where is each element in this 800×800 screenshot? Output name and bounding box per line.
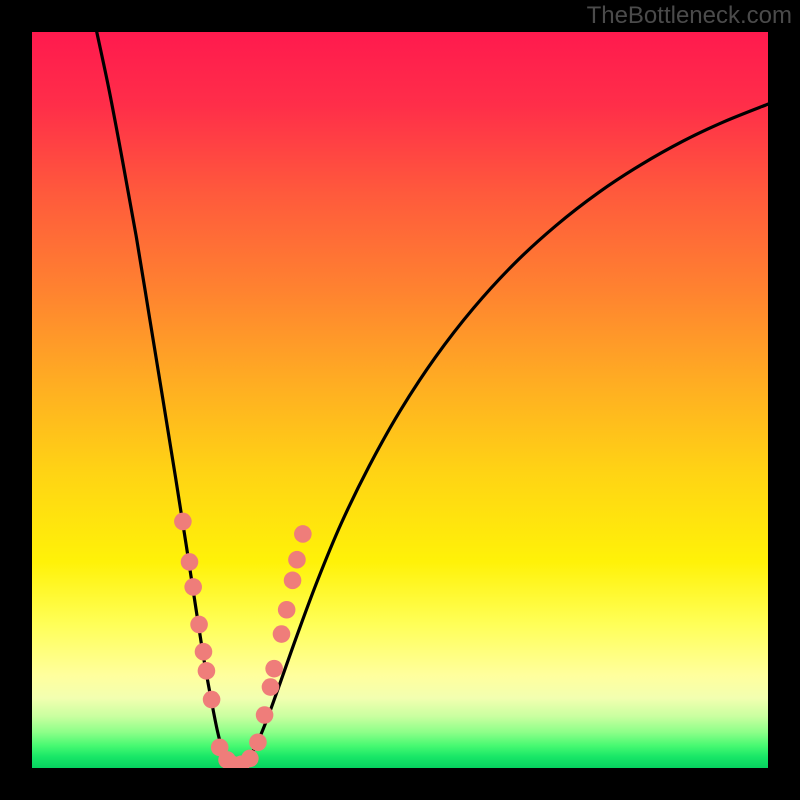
marker-dot — [288, 551, 306, 569]
marker-dot — [294, 525, 312, 543]
chart-stage: TheBottleneck.com — [0, 0, 800, 800]
marker-dot — [195, 643, 213, 661]
curve-layer — [32, 32, 768, 768]
marker-dot — [181, 553, 199, 571]
marker-dot — [198, 662, 216, 680]
marker-dot — [256, 706, 274, 724]
marker-dot — [265, 660, 283, 678]
plot-area — [32, 32, 768, 768]
marker-dot — [249, 733, 267, 751]
marker-dot — [284, 572, 302, 590]
watermark-text: TheBottleneck.com — [587, 2, 792, 30]
marker-dot — [174, 513, 192, 531]
marker-dot — [190, 616, 208, 634]
marker-dot — [241, 750, 259, 768]
curve-markers — [174, 513, 312, 768]
marker-dot — [278, 601, 296, 619]
marker-dot — [203, 691, 221, 709]
marker-dot — [262, 678, 280, 696]
marker-dot — [273, 625, 291, 643]
marker-dot — [184, 578, 202, 596]
